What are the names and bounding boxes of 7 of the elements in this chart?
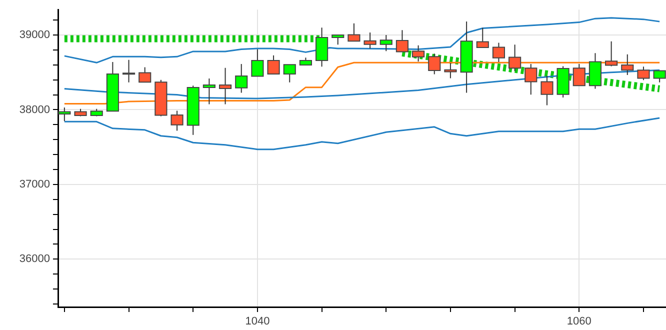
y-tick-label: 39000 bbox=[19, 29, 50, 42]
x-tick-label: 1060 bbox=[566, 316, 592, 328]
y-tick-label: 36000 bbox=[19, 253, 50, 266]
y-tick-label: 37000 bbox=[19, 178, 50, 190]
y-tick-label: 38000 bbox=[19, 104, 50, 116]
candlestick bbox=[540, 75, 554, 106]
x-tick-label: 1040 bbox=[245, 316, 270, 328]
